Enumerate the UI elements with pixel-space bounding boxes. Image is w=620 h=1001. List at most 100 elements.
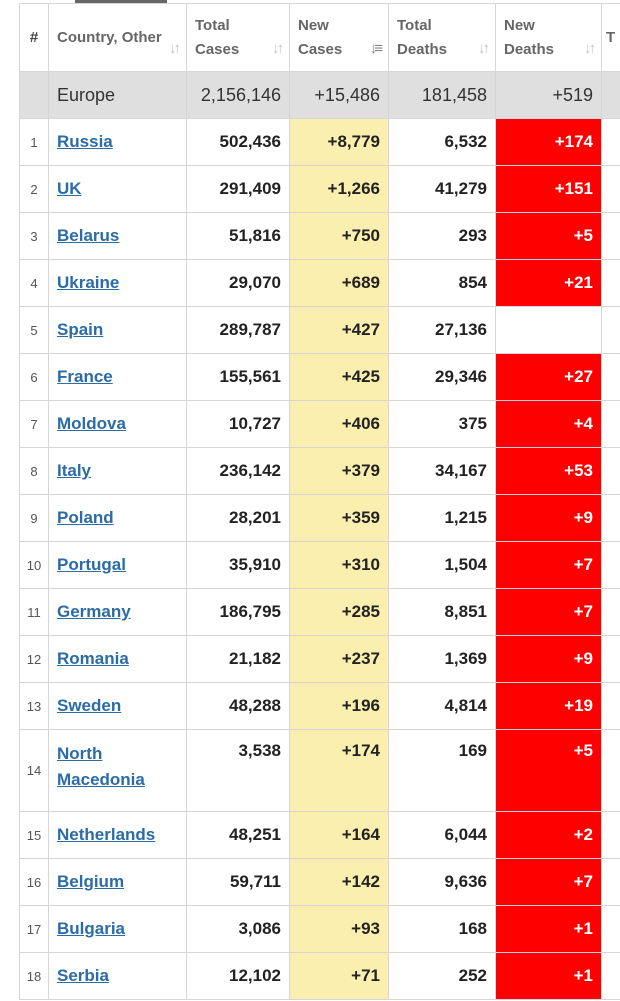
total-deaths-cell: 375 [388, 400, 496, 448]
country-cell: Russia [48, 118, 187, 166]
new-cases-cell: +1,266 [289, 165, 389, 213]
header-new-cases[interactable]: New Cases ↓≡ [289, 3, 389, 72]
country-link[interactable]: Germany [57, 602, 131, 621]
country-cell: France [48, 353, 187, 401]
total-deaths-cell: 1,504 [388, 541, 496, 589]
table-row: 3 Belarus 51,816 +750 293 +5 [19, 212, 620, 260]
new-cases-cell: +425 [289, 353, 389, 401]
table-row: 11 Germany 186,795 +285 8,851 +7 [19, 588, 620, 636]
new-cases-cell: +379 [289, 447, 389, 495]
country-link[interactable]: Romania [57, 649, 129, 668]
header-total-deaths-label: Total Deaths [397, 16, 448, 58]
row-index: 18 [19, 952, 49, 1000]
country-link[interactable]: Poland [57, 508, 114, 527]
country-link[interactable]: France [57, 367, 113, 386]
new-deaths-cell: +151 [495, 165, 602, 213]
new-deaths-cell: +5 [495, 212, 602, 260]
header-country-label: Country, Other [57, 28, 162, 46]
total-deaths-cell: 854 [388, 259, 496, 307]
sort-icon[interactable]: ↓↑ [478, 40, 490, 57]
country-cell: Spain [48, 306, 187, 354]
country-cell: UK [48, 165, 187, 213]
table-row: 9 Poland 28,201 +359 1,215 +9 [19, 494, 620, 542]
truncated-cell [601, 905, 620, 953]
header-new-deaths[interactable]: New Deaths ↓↑ [495, 3, 602, 72]
new-deaths-cell: +27 [495, 353, 602, 401]
total-deaths-cell: 168 [388, 905, 496, 953]
new-cases-cell: +689 [289, 259, 389, 307]
header-total-deaths[interactable]: Total Deaths ↓↑ [388, 3, 496, 72]
total-deaths-cell: 27,136 [388, 306, 496, 354]
new-deaths-cell [495, 306, 602, 354]
country-cell: Portugal [48, 541, 187, 589]
row-index: 6 [19, 353, 49, 401]
header-country[interactable]: Country, Other ↓↑ [48, 3, 187, 72]
sort-desc-icon[interactable]: ↓≡ [369, 40, 383, 57]
total-cases-cell: 59,711 [186, 858, 290, 906]
country-link[interactable]: Portugal [57, 555, 126, 574]
country-link[interactable]: Sweden [57, 696, 122, 715]
header-total-cases[interactable]: Total Cases ↓↑ [186, 3, 290, 72]
row-index: 4 [19, 259, 49, 307]
total-deaths-cell: 252 [388, 952, 496, 1000]
total-deaths-cell: 29,346 [388, 353, 496, 401]
total-deaths-cell: 1,369 [388, 635, 496, 683]
region-row: Europe 2,156,146 +15,486 181,458 +519 [19, 71, 620, 119]
table-row: 16 Belgium 59,711 +142 9,636 +7 [19, 858, 620, 906]
country-link[interactable]: Italy [57, 461, 92, 480]
new-cases-cell: +142 [289, 858, 389, 906]
country-link[interactable]: Netherlands [57, 825, 156, 844]
total-deaths-cell: 6,532 [388, 118, 496, 166]
row-index: 1 [19, 118, 49, 166]
row-index: 5 [19, 306, 49, 354]
country-cell: Sweden [48, 682, 187, 730]
total-cases-cell: 51,816 [186, 212, 290, 260]
truncated-cell [601, 306, 620, 354]
truncated-cell [601, 811, 620, 859]
new-cases-cell: +310 [289, 541, 389, 589]
truncated-cell [601, 729, 620, 812]
country-link[interactable]: Bulgaria [57, 919, 126, 938]
new-cases-cell: +359 [289, 494, 389, 542]
sort-icon[interactable]: ↓↑ [169, 40, 181, 57]
country-link[interactable]: UK [57, 179, 82, 198]
region-new-cases: +15,486 [289, 71, 389, 119]
new-cases-cell: +750 [289, 212, 389, 260]
new-deaths-cell: +21 [495, 259, 602, 307]
country-link[interactable]: Belgium [57, 872, 125, 891]
country-link[interactable]: Spain [57, 320, 104, 339]
country-cell: Moldova [48, 400, 187, 448]
new-cases-cell: +71 [289, 952, 389, 1000]
truncated-cell [601, 858, 620, 906]
country-link[interactable]: Belarus [57, 226, 120, 245]
truncated-cell [601, 494, 620, 542]
truncated-cell [601, 259, 620, 307]
new-cases-cell: +427 [289, 306, 389, 354]
region-new-deaths: +519 [495, 71, 602, 119]
table-row: 8 Italy 236,142 +379 34,167 +53 [19, 447, 620, 495]
country-link[interactable]: Russia [57, 132, 113, 151]
new-deaths-cell: +1 [495, 952, 602, 1000]
country-cell: Poland [48, 494, 187, 542]
new-deaths-cell: +7 [495, 858, 602, 906]
total-cases-cell: 12,102 [186, 952, 290, 1000]
new-deaths-cell: +19 [495, 682, 602, 730]
header-index: # [19, 3, 49, 72]
table-header-row: # Country, Other ↓↑ Total Cases ↓↑ New C… [19, 3, 620, 72]
total-deaths-cell: 6,044 [388, 811, 496, 859]
row-index: 17 [19, 905, 49, 953]
country-link[interactable]: Serbia [57, 966, 109, 985]
new-cases-cell: +174 [289, 729, 389, 812]
sort-icon[interactable]: ↓↑ [272, 40, 284, 57]
country-link[interactable]: North Macedonia [57, 744, 145, 789]
country-link[interactable]: Moldova [57, 414, 126, 433]
sort-icon[interactable]: ↓↑ [584, 40, 596, 57]
row-index: 10 [19, 541, 49, 589]
table-row: 2 UK 291,409 +1,266 41,279 +151 [19, 165, 620, 213]
total-cases-cell: 291,409 [186, 165, 290, 213]
table-row: 15 Netherlands 48,251 +164 6,044 +2 [19, 811, 620, 859]
region-truncated [601, 71, 620, 119]
country-link[interactable]: Ukraine [57, 273, 120, 292]
row-index: 9 [19, 494, 49, 542]
country-cell: Serbia [48, 952, 187, 1000]
